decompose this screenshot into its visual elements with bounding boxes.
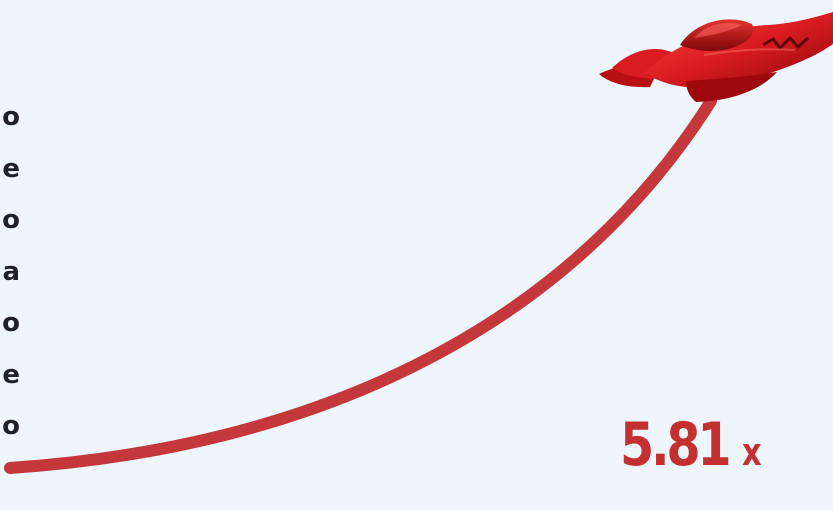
left-letter-1: o xyxy=(2,102,20,132)
flight-trail-curve xyxy=(4,95,717,474)
plane-wing-icon xyxy=(686,72,777,102)
left-letter-5: o xyxy=(2,308,20,338)
multiplier-value: 5.81 xyxy=(620,410,732,480)
left-letter-7: o xyxy=(2,411,20,441)
left-letter-6: e xyxy=(2,359,20,390)
partial-left-text: o e o a o e o xyxy=(0,92,20,453)
multiplier-unit: x xyxy=(742,430,762,474)
cockpit-highlight-icon xyxy=(694,22,742,38)
plane-body-highlight-icon xyxy=(703,48,796,56)
plane-fuselage-icon xyxy=(645,12,833,88)
left-letter-3: o xyxy=(2,205,20,235)
plane-shark-teeth-icon xyxy=(762,36,810,50)
left-letter-4: a xyxy=(2,256,20,287)
multiplier-display: 5.81 x xyxy=(620,410,767,480)
left-letter-2: e xyxy=(2,153,20,184)
plane-group xyxy=(599,12,833,102)
